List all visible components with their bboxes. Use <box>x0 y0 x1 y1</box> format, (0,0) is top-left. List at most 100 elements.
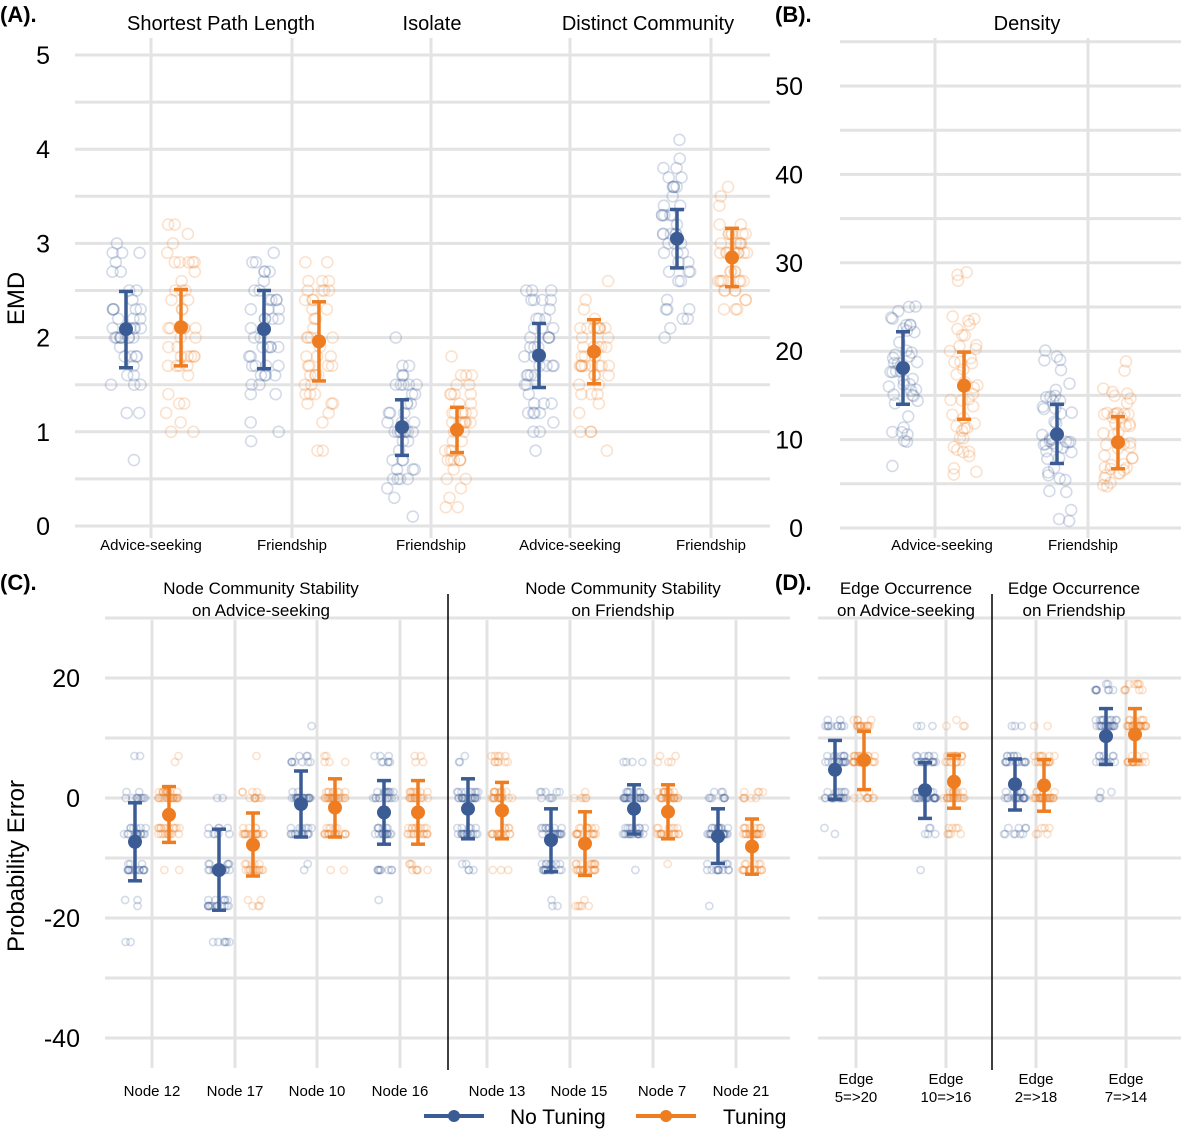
jitter-point <box>370 829 380 839</box>
jitter-point <box>721 180 735 194</box>
jitter-point <box>754 859 764 869</box>
category-label: Edge <box>838 1071 873 1088</box>
jitter-point <box>305 378 318 392</box>
jitter-point <box>968 417 981 430</box>
jitter-point <box>951 322 964 336</box>
jitter-point <box>174 751 183 761</box>
jitter-point <box>536 823 546 833</box>
jitter-point <box>540 359 553 373</box>
jitter-point <box>669 787 679 797</box>
jitter-point <box>170 757 180 767</box>
jitter-point <box>451 500 465 514</box>
jitter-point <box>490 757 500 767</box>
jitter-point <box>1104 476 1117 490</box>
jitter-point <box>1044 823 1054 833</box>
jitter-point <box>252 787 262 797</box>
jitter-point <box>911 394 924 408</box>
category-label: Node 10 <box>289 1083 346 1100</box>
jitter-point <box>408 463 422 476</box>
mean-point <box>725 250 739 265</box>
jitter-point <box>837 721 847 731</box>
jitter-point <box>591 387 604 401</box>
jitter-point <box>620 793 630 803</box>
jitter-point <box>1021 823 1031 833</box>
jitter-point <box>729 303 743 316</box>
jitter-point <box>315 274 329 288</box>
jitter-point <box>381 416 394 429</box>
jitter-point <box>524 368 538 382</box>
jitter-point <box>942 757 952 767</box>
jitter-point <box>910 793 920 803</box>
jitter-point <box>268 368 282 382</box>
jitter-point <box>657 246 671 260</box>
jitter-point <box>223 859 233 869</box>
jitter-point <box>536 787 546 797</box>
jitter-point <box>758 787 768 797</box>
jitter-point <box>317 284 331 297</box>
jitter-point <box>340 829 350 839</box>
jitter-point <box>316 416 329 429</box>
jitter-point <box>1106 385 1119 399</box>
jitter-point <box>590 823 600 833</box>
jitter-point <box>419 829 429 839</box>
jitter-point <box>1103 685 1113 695</box>
jitter-point <box>450 378 463 392</box>
jitter-point <box>338 793 348 803</box>
jitter-point <box>944 829 954 839</box>
jitter-point <box>383 757 393 767</box>
jitter-point <box>538 829 547 839</box>
jitter-point <box>929 751 939 761</box>
jitter-point <box>965 357 979 370</box>
jitter-point <box>1052 512 1066 526</box>
jitter-point <box>601 331 615 344</box>
jitter-point <box>374 865 384 875</box>
jitter-point <box>457 793 467 803</box>
jitter-point <box>372 787 382 797</box>
jitter-point <box>326 865 336 875</box>
jitter-point <box>408 387 422 401</box>
jitter-point <box>1110 757 1120 767</box>
jitter-point <box>156 823 166 833</box>
jitter-point <box>444 453 458 467</box>
jitter-point <box>470 787 480 797</box>
jitter-point <box>244 321 258 335</box>
jitter-point <box>304 793 314 803</box>
jitter-point <box>489 787 499 797</box>
jitter-point <box>373 823 383 833</box>
jitter-point <box>523 340 537 354</box>
jitter-point <box>443 491 456 505</box>
jitter-point <box>1002 757 1012 767</box>
jitter-point <box>711 274 725 288</box>
jitter-point <box>542 331 556 344</box>
jitter-point <box>441 453 455 467</box>
jitter-point <box>862 793 872 803</box>
jitter-point <box>464 416 477 429</box>
jitter-point <box>887 388 900 401</box>
y-axis-label: Probability Error <box>3 780 30 952</box>
jitter-point <box>490 793 499 803</box>
jitter-point <box>126 312 140 326</box>
jitter-point <box>320 793 330 803</box>
jitter-point <box>667 180 681 194</box>
jitter-point <box>682 255 695 269</box>
jitter-point <box>303 368 317 382</box>
jitter-point <box>673 152 687 165</box>
jitter-point <box>299 255 312 269</box>
jitter-point <box>238 787 247 797</box>
category-label: Friendship <box>1048 537 1118 554</box>
category-label: Node 12 <box>124 1083 181 1100</box>
jitter-point <box>139 865 149 875</box>
jitter-point <box>158 829 168 839</box>
jitter-point <box>753 787 763 797</box>
jitter-point <box>970 465 983 479</box>
mean-point <box>411 805 425 820</box>
jitter-point <box>740 793 750 803</box>
jitter-point <box>951 274 965 288</box>
jitter-point <box>654 829 664 839</box>
jitter-point <box>1100 480 1114 493</box>
jitter-point <box>623 823 633 833</box>
jitter-point <box>473 787 483 797</box>
legend-label-no-tuning: No Tuning <box>510 1106 606 1129</box>
jitter-point <box>652 823 662 833</box>
jitter-point <box>270 293 283 307</box>
